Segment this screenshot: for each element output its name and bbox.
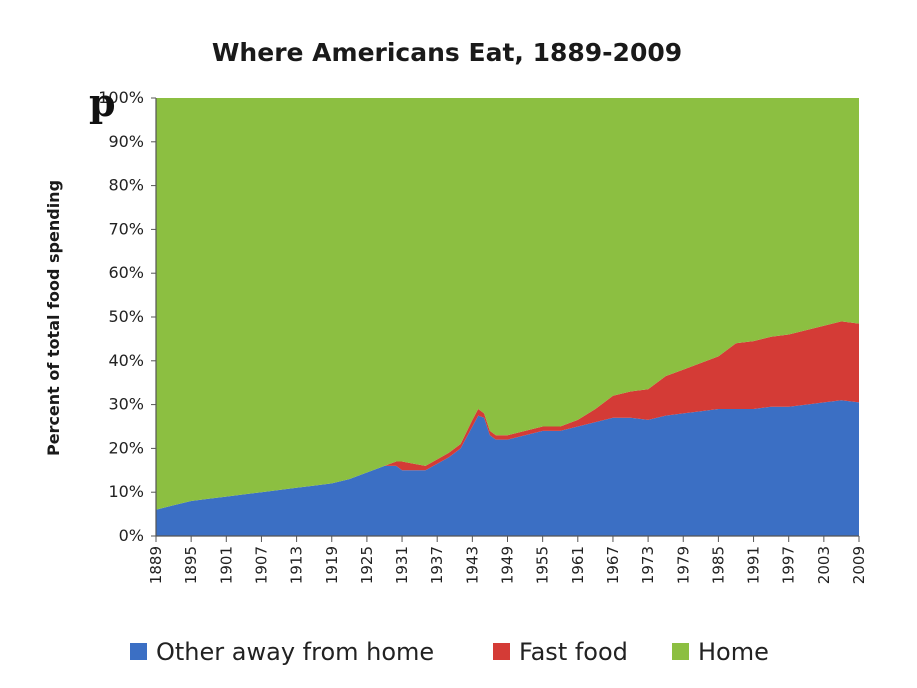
x-tick-label: 1967 — [604, 546, 622, 584]
x-tick-labels: 1889 1895 1901 1907 1913 1919 1925 1931 1937 1943… — [147, 536, 868, 584]
pinterest-icon[interactable]: p — [89, 80, 116, 125]
legend-label-fast: Fast food — [519, 638, 628, 666]
area-fast — [156, 321, 859, 510]
x-tick-label: 1931 — [393, 546, 411, 584]
y-tick-label: 50% — [108, 307, 144, 326]
x-tick-label: 1895 — [182, 546, 200, 584]
y-tick-label: 10% — [108, 482, 144, 501]
x-tick-label: 1937 — [428, 546, 446, 584]
legend-swatch-fast — [493, 643, 510, 660]
chart-title: Where Americans Eat, 1889-2009 — [212, 38, 682, 67]
x-tick-label: 1889 — [147, 546, 165, 584]
y-tick-label: 90% — [108, 132, 144, 151]
legend-swatch-other — [130, 643, 147, 660]
x-tick-label: 2003 — [815, 546, 833, 584]
x-tick-label: 1961 — [569, 546, 587, 584]
area-home — [156, 98, 859, 510]
y-tick-label: 80% — [108, 176, 144, 195]
y-tick-label: 40% — [108, 351, 144, 370]
x-tick-label: 2009 — [850, 546, 868, 584]
x-tick-label: 1979 — [674, 546, 692, 584]
x-tick-label: 1901 — [217, 546, 235, 584]
y-axis-label: Percent of total food spending — [44, 180, 63, 456]
y-tick-label: 0% — [119, 526, 144, 545]
legend: Other away from home Fast food Home — [130, 638, 769, 666]
x-tick-label: 1991 — [745, 546, 763, 584]
y-tick-labels: 0% 10% 20% 30% 40% 50% 60% 70% 80% 90% 100% — [98, 88, 156, 545]
x-tick-label: 1985 — [709, 546, 727, 584]
y-tick-label: 100% — [98, 88, 144, 107]
legend-label-other: Other away from home — [156, 638, 434, 666]
y-tick-label: 60% — [108, 263, 144, 282]
x-tick-label: 1919 — [323, 546, 341, 584]
y-tick-label: 20% — [108, 438, 144, 457]
pinterest-glyph: p — [89, 80, 116, 125]
x-tick-label: 1949 — [499, 546, 517, 584]
x-tick-label: 1907 — [252, 546, 270, 584]
x-tick-label: 1913 — [288, 546, 306, 584]
legend-swatch-home — [672, 643, 689, 660]
x-tick-label: 1943 — [463, 546, 481, 584]
area-layers — [156, 98, 859, 536]
x-tick-label: 1997 — [780, 546, 798, 584]
area-other — [156, 400, 859, 536]
y-tick-label: 30% — [108, 395, 144, 414]
legend-label-home: Home — [698, 638, 769, 666]
y-tick-label: 70% — [108, 219, 144, 238]
x-tick-label: 1955 — [534, 546, 552, 584]
x-tick-label: 1925 — [358, 546, 376, 584]
x-tick-label: 1973 — [639, 546, 657, 584]
